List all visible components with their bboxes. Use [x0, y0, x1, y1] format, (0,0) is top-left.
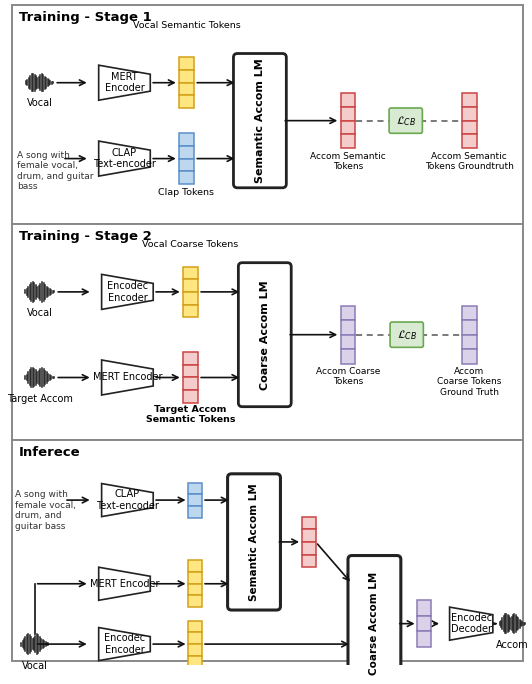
Bar [340, 94, 355, 107]
Text: Semantic Accom LM: Semantic Accom LM [249, 483, 259, 601]
Bar [302, 542, 315, 555]
Text: Clap Tokens: Clap Tokens [159, 188, 214, 197]
Polygon shape [102, 484, 153, 516]
Bar [340, 350, 355, 364]
Bar [188, 506, 202, 518]
Text: Encodec
Encoder: Encodec Encoder [104, 633, 145, 655]
Bar [462, 120, 477, 134]
FancyBboxPatch shape [348, 555, 401, 684]
Bar [462, 306, 477, 320]
Polygon shape [102, 274, 153, 309]
Polygon shape [98, 141, 150, 176]
Polygon shape [98, 627, 150, 661]
Bar [183, 365, 198, 378]
Text: Coarse Accom LM: Coarse Accom LM [260, 280, 270, 389]
Bar [12, 440, 523, 661]
Bar [179, 146, 194, 159]
Bar [462, 320, 477, 334]
Text: Accom Semantic
Tokens: Accom Semantic Tokens [310, 152, 386, 171]
Text: MERT Encoder: MERT Encoder [90, 579, 159, 589]
Text: Training - Stage 1: Training - Stage 1 [19, 11, 152, 24]
FancyBboxPatch shape [238, 263, 291, 407]
Text: $\mathcal{L}_{CB}$: $\mathcal{L}_{CB}$ [396, 114, 416, 127]
Bar [462, 94, 477, 107]
Bar [179, 57, 194, 70]
Text: Coarse Accom LM: Coarse Accom LM [369, 572, 379, 675]
Bar [462, 134, 477, 148]
Text: Target Accom
Semantic Tokens: Target Accom Semantic Tokens [146, 405, 235, 424]
Text: CLAP
Text-encoder: CLAP Text-encoder [96, 489, 159, 511]
Bar [418, 616, 431, 631]
Bar [179, 171, 194, 184]
Bar [183, 352, 198, 365]
Bar [188, 583, 202, 596]
Text: Accom
Coarse Tokens
Ground Truth: Accom Coarse Tokens Ground Truth [437, 367, 502, 397]
Bar [302, 516, 315, 529]
Text: Encodec
Encoder: Encodec Encoder [107, 281, 148, 303]
Bar [340, 134, 355, 148]
Bar [183, 267, 198, 279]
Bar [188, 633, 202, 644]
Bar [188, 483, 202, 495]
FancyBboxPatch shape [389, 108, 422, 133]
Bar [188, 596, 202, 607]
Bar [188, 495, 202, 506]
Bar [183, 292, 198, 304]
Bar [188, 656, 202, 668]
Bar [462, 350, 477, 364]
FancyBboxPatch shape [228, 474, 280, 610]
Bar [188, 644, 202, 656]
Bar [188, 621, 202, 633]
Polygon shape [102, 360, 153, 395]
Text: A song with
female vocal,
drum, and guitar
bass: A song with female vocal, drum, and guit… [17, 150, 94, 191]
Bar [179, 83, 194, 95]
Bar [340, 334, 355, 350]
Bar [183, 279, 198, 292]
Text: Target Accom: Target Accom [7, 394, 72, 404]
FancyBboxPatch shape [234, 53, 286, 188]
Bar [179, 70, 194, 83]
Text: MERT
Encoder: MERT Encoder [105, 72, 144, 94]
Text: $\mathcal{L}_{CB}$: $\mathcal{L}_{CB}$ [397, 328, 417, 341]
Bar [183, 304, 198, 317]
Text: Vocal: Vocal [27, 308, 53, 319]
Polygon shape [98, 65, 150, 101]
Bar [340, 320, 355, 334]
Polygon shape [98, 567, 150, 601]
Bar [462, 334, 477, 350]
Text: CLAP
Text-encoder: CLAP Text-encoder [93, 148, 156, 170]
Bar [418, 631, 431, 647]
Bar [188, 560, 202, 572]
Bar [340, 306, 355, 320]
Bar [179, 95, 194, 108]
Bar [179, 133, 194, 146]
Text: Semantic Accom LM: Semantic Accom LM [255, 58, 265, 183]
Bar [340, 120, 355, 134]
Bar [418, 601, 431, 616]
Polygon shape [450, 607, 493, 640]
Bar [183, 378, 198, 390]
Text: Inferece: Inferece [19, 446, 81, 459]
FancyBboxPatch shape [390, 322, 423, 347]
Text: Vocal: Vocal [27, 98, 53, 108]
Text: Encodec
Decoder: Encodec Decoder [451, 613, 492, 635]
Text: Vocal Semantic Tokens: Vocal Semantic Tokens [132, 21, 240, 30]
Text: Accom Semantic
Tokens Groundtruth: Accom Semantic Tokens Groundtruth [425, 152, 514, 171]
Bar [179, 159, 194, 171]
Text: A song with
female vocal,
drum, and
guitar bass: A song with female vocal, drum, and guit… [15, 490, 76, 531]
Bar [12, 5, 523, 224]
Bar [302, 555, 315, 567]
Text: Vocal Coarse Tokens: Vocal Coarse Tokens [142, 240, 238, 249]
Bar [12, 224, 523, 440]
Text: Accom: Accom [496, 640, 529, 650]
Bar [462, 107, 477, 120]
Bar [340, 107, 355, 120]
Bar [183, 390, 198, 403]
Text: MERT Encoder: MERT Encoder [93, 373, 162, 382]
Text: Accom Coarse
Tokens: Accom Coarse Tokens [316, 367, 380, 386]
Bar [302, 529, 315, 542]
Text: Vocal: Vocal [22, 661, 48, 670]
Text: Training - Stage 2: Training - Stage 2 [19, 230, 152, 243]
Bar [188, 572, 202, 583]
